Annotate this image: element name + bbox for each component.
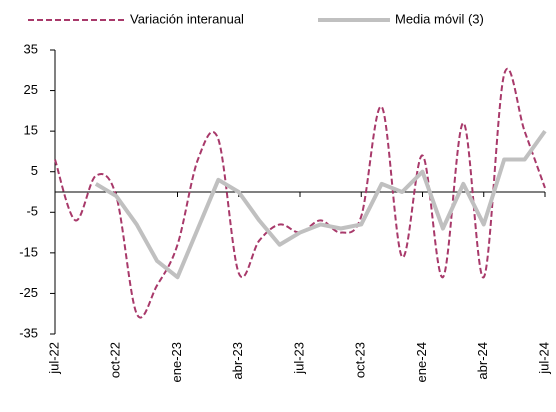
y-tick-label: 35 [24, 41, 38, 56]
x-tick-label: jul-23 [291, 342, 306, 375]
y-tick-label: -35 [19, 325, 38, 340]
series-line [94, 129, 547, 280]
x-tick-label: jul-22 [46, 342, 61, 375]
legend-label: Media móvil (3) [395, 11, 484, 26]
x-tick-label: oct-23 [353, 342, 368, 378]
y-tick-label: -25 [19, 285, 38, 300]
x-tick-label: abr-23 [230, 342, 245, 380]
x-tick-label: ene-23 [169, 342, 184, 382]
y-tick-label: -15 [19, 244, 38, 259]
y-tick-label: -5 [26, 204, 38, 219]
y-tick-label: 5 [31, 163, 38, 178]
x-tick-label: ene-24 [414, 342, 429, 382]
x-tick-label: oct-22 [108, 342, 123, 378]
y-tick-label: 25 [24, 82, 38, 97]
y-tick-label: 15 [24, 123, 38, 138]
x-tick-label: jul-24 [536, 342, 551, 375]
x-tick-label: abr-24 [475, 342, 490, 380]
legend-label: Variación interanual [130, 11, 244, 26]
